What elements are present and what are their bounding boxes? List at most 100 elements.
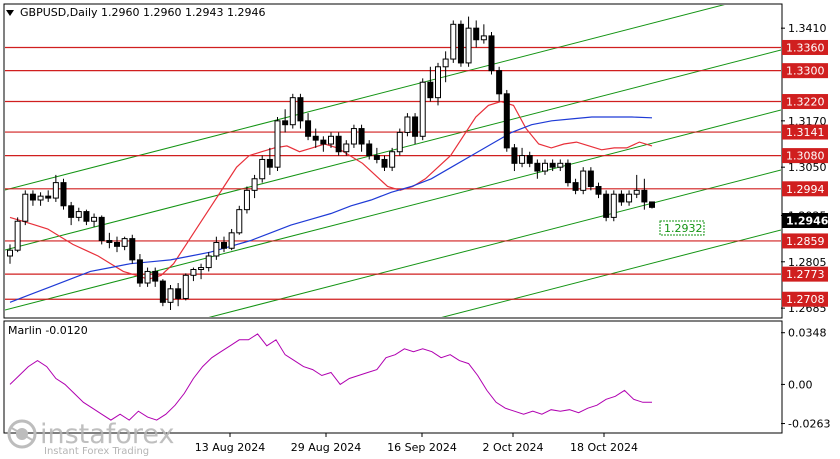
level-label-bg xyxy=(782,124,828,140)
channel-marker: 1.2932 xyxy=(659,220,705,236)
candle-bull xyxy=(22,193,29,222)
candle-bull xyxy=(190,269,197,276)
candle-bear xyxy=(366,143,373,157)
candle-bear xyxy=(129,238,136,261)
current-price-text: 1.2946 xyxy=(786,215,829,228)
candle-bull xyxy=(251,178,258,191)
candle-bull xyxy=(542,162,548,172)
level-label-bg xyxy=(782,63,828,79)
candle-bull xyxy=(610,193,617,218)
candle-bull xyxy=(480,35,487,41)
candle-bear xyxy=(159,280,166,303)
candle-bull xyxy=(633,189,640,195)
level-label: 1.3080 xyxy=(786,150,825,163)
logo-tagline: Instant Forex Trading xyxy=(44,446,149,457)
candle-bull xyxy=(259,158,266,180)
candle-bear xyxy=(649,201,655,208)
indicator-tick-label: -0.0263 xyxy=(788,418,830,431)
level-label: 1.2773 xyxy=(786,268,825,281)
candle-bull xyxy=(274,120,281,168)
level-label: 1.3300 xyxy=(786,65,825,78)
candle-bull xyxy=(198,267,205,271)
candle-bear xyxy=(312,135,319,141)
time-tick-label: 16 Sep 2024 xyxy=(387,441,457,454)
candle-bull xyxy=(213,241,220,257)
price-tick-label: 1.3410 xyxy=(788,22,827,35)
time-tick-label: 2 Oct 2024 xyxy=(482,441,543,454)
candle-bull xyxy=(465,27,472,64)
level-label: 1.2859 xyxy=(786,235,825,248)
candle-bear xyxy=(373,155,380,160)
candle-bear xyxy=(641,189,648,203)
logo-name: instaforex xyxy=(40,419,174,450)
candle-bear xyxy=(496,70,503,95)
indicator-plot-area xyxy=(9,333,652,421)
indicator-label: Marlin -0.0120 xyxy=(8,324,88,337)
candle-bear xyxy=(221,241,227,249)
candle-bear xyxy=(534,162,541,172)
candle-bull xyxy=(167,288,174,303)
level-label: 1.2994 xyxy=(786,183,825,196)
candle-bear xyxy=(266,158,273,168)
candle-bear xyxy=(136,259,143,284)
candle-bear xyxy=(29,193,36,201)
candle-bull xyxy=(7,249,13,257)
ma-blue-line xyxy=(9,116,653,303)
candle-bear xyxy=(335,135,342,153)
candle-bear xyxy=(572,182,579,191)
candle-bear xyxy=(83,211,90,222)
level-label-bg xyxy=(782,266,828,282)
candle-bull xyxy=(236,209,243,234)
marlin-line xyxy=(9,333,652,421)
candle-bull xyxy=(37,195,44,201)
price-tick-label: 1.2805 xyxy=(788,256,827,269)
candle-bull xyxy=(350,128,357,145)
candle-bear xyxy=(152,270,159,282)
candle-bull xyxy=(557,162,564,168)
candle-bear xyxy=(45,195,52,199)
channel-marker-text: 1.2932 xyxy=(664,222,703,235)
candle-bull xyxy=(389,151,396,168)
indicator-panel-frame xyxy=(3,320,783,434)
level-label-bg xyxy=(782,39,828,55)
current-price-label: 1.2946 xyxy=(782,213,829,228)
level-labels: 1.3360 1.3300 1.3220 1.3141 1.3080 1.2994 1.28… xyxy=(782,39,828,307)
candle-bull xyxy=(519,155,526,164)
candle-bear xyxy=(106,240,113,243)
candle-bull xyxy=(343,143,350,153)
candle-bear xyxy=(427,81,434,99)
instaforex-logo-icon xyxy=(7,419,37,449)
candle-bear xyxy=(68,205,75,218)
triangle-down-icon[interactable] xyxy=(6,10,14,16)
candle-bull xyxy=(91,216,98,222)
candle-bear xyxy=(503,93,510,149)
indicator-tick-label: 0.00 xyxy=(788,378,813,391)
candle-bear xyxy=(564,162,571,184)
candle-bear xyxy=(358,128,365,145)
candle-bear xyxy=(114,241,120,247)
level-label-bg xyxy=(782,94,828,110)
channel-line xyxy=(5,49,781,251)
indicator-axis: 0.0348 0.00 -0.0263 xyxy=(781,327,830,431)
level-label: 1.3360 xyxy=(786,41,825,54)
instaforex-logo: instaforex Instant Forex Trading xyxy=(7,419,174,457)
candle-bull xyxy=(243,189,250,211)
candle-bear xyxy=(473,27,480,41)
channel-line xyxy=(5,109,781,311)
channel-marker-box xyxy=(659,220,705,236)
level-label: 1.3141 xyxy=(786,126,825,139)
candle-bear xyxy=(488,35,495,72)
symbol-header: GBPUSD,Daily 1.2960 1.2960 1.2943 1.2946 xyxy=(20,6,265,19)
level-label: 1.2708 xyxy=(786,293,825,306)
trend-channel-lines xyxy=(5,5,781,317)
level-label-bg xyxy=(782,291,828,307)
candle-bear xyxy=(457,23,464,64)
candle-bull xyxy=(205,255,212,269)
candle-bull xyxy=(435,66,441,99)
channel-line xyxy=(441,229,781,317)
candle-bull xyxy=(450,23,457,60)
candle-bear xyxy=(320,139,327,145)
candle-bear xyxy=(305,120,312,137)
